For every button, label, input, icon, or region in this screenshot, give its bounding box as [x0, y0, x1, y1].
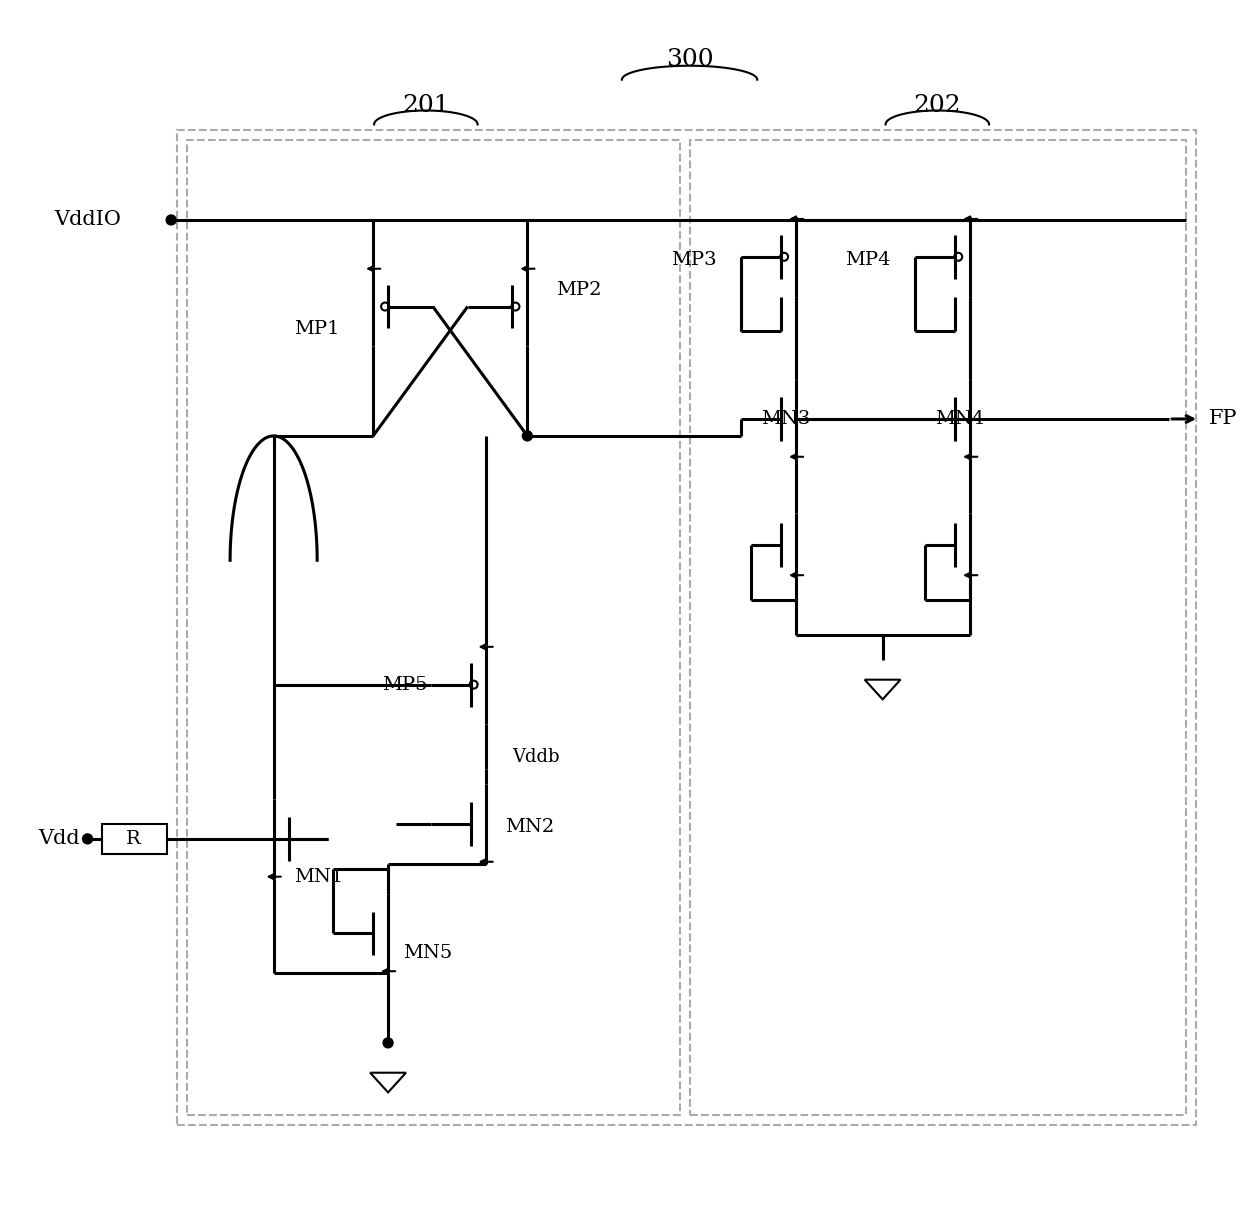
- Text: Vdd: Vdd: [37, 829, 79, 848]
- Text: MN4: MN4: [935, 410, 985, 428]
- Text: MP5: MP5: [382, 676, 428, 693]
- Text: 300: 300: [666, 48, 713, 71]
- Circle shape: [83, 834, 93, 844]
- Bar: [187, 140, 680, 1115]
- Text: R: R: [126, 829, 140, 848]
- Text: VddIO: VddIO: [55, 211, 122, 229]
- Text: MN2: MN2: [506, 818, 554, 836]
- Circle shape: [383, 1038, 393, 1048]
- Text: FP: FP: [1209, 410, 1238, 428]
- Text: MP2: MP2: [557, 281, 601, 298]
- Text: MP1: MP1: [294, 320, 340, 339]
- Circle shape: [166, 215, 176, 225]
- Text: 201: 201: [402, 94, 450, 117]
- Text: MP3: MP3: [671, 250, 717, 269]
- Text: MN5: MN5: [403, 945, 453, 962]
- Bar: [177, 130, 1197, 1125]
- Text: 202: 202: [914, 94, 961, 117]
- Bar: [689, 140, 1187, 1115]
- Text: MP4: MP4: [846, 250, 890, 269]
- Text: Vddb: Vddb: [512, 748, 560, 767]
- Text: MN1: MN1: [294, 867, 342, 886]
- Bar: [103, 825, 167, 854]
- Circle shape: [522, 431, 532, 440]
- Text: MN3: MN3: [761, 410, 811, 428]
